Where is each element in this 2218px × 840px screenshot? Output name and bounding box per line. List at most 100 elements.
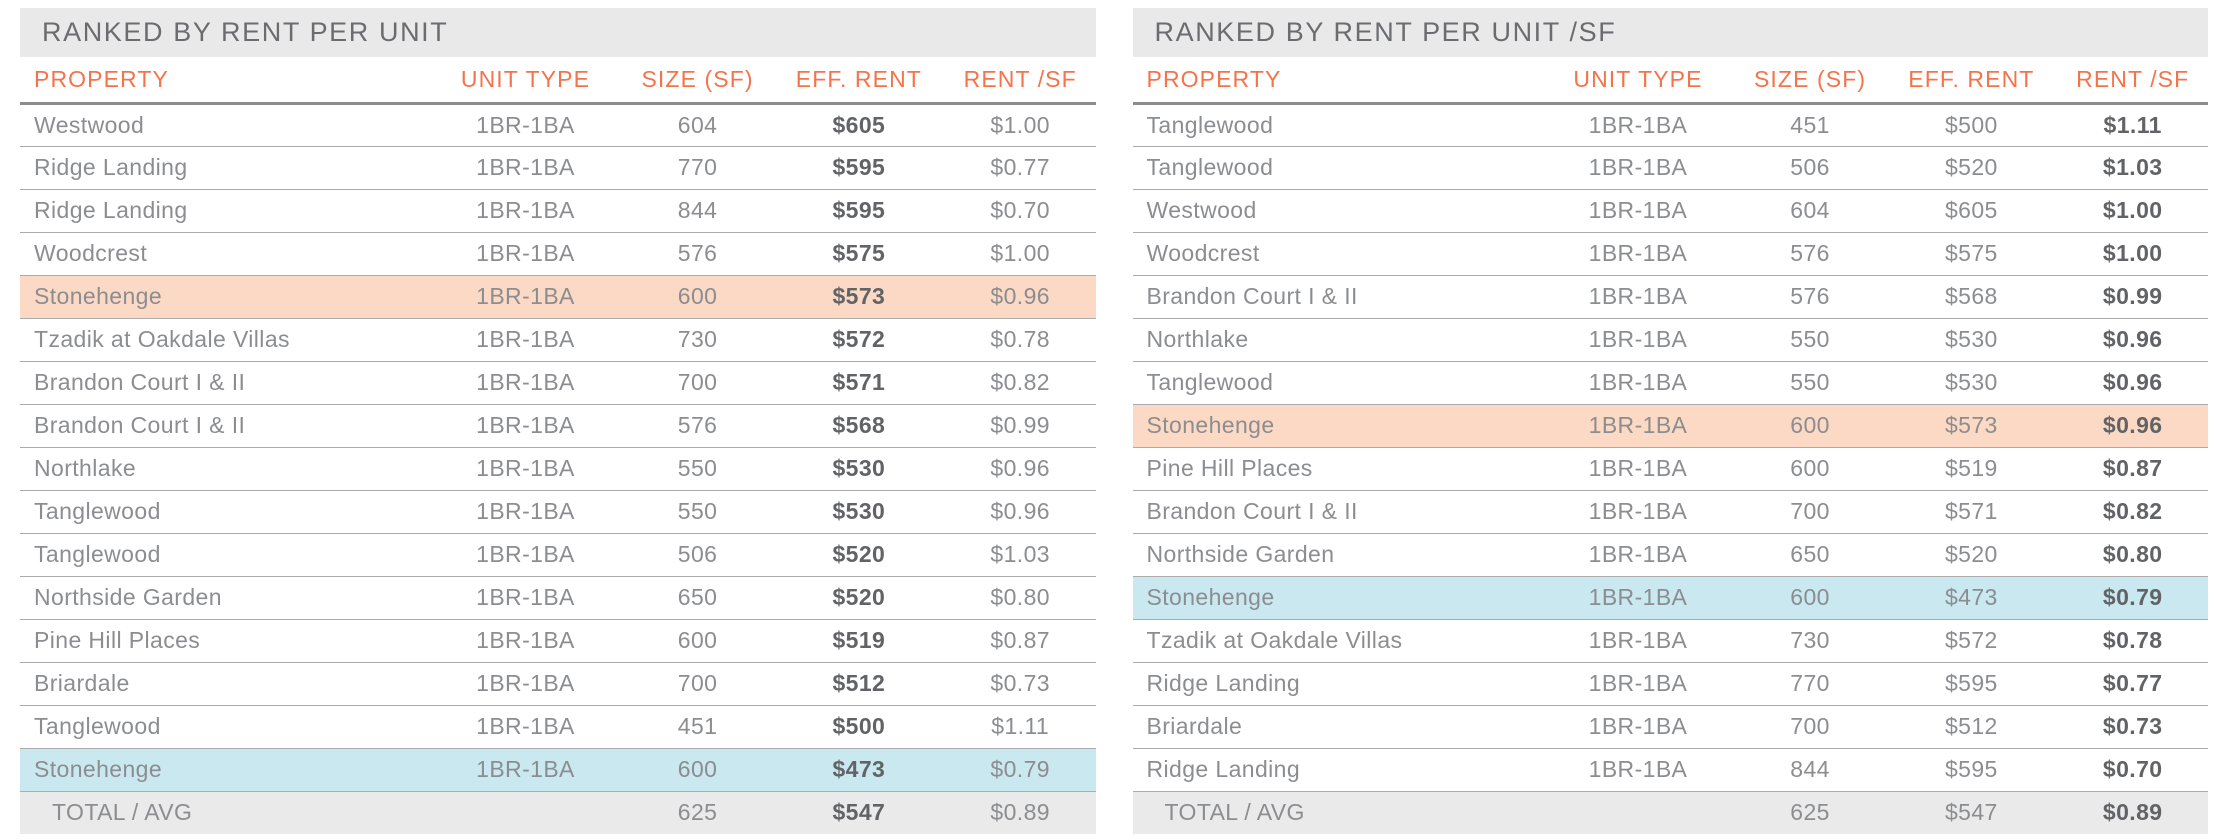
unit-type-cell: 1BR-1BA bbox=[428, 404, 623, 448]
property-cell: Northlake bbox=[20, 447, 429, 491]
table-row: Northlake 1BR-1BA 550 $530 $0.96 bbox=[1132, 318, 2208, 362]
table-row: Ridge Landing 1BR-1BA 844 $595 $0.70 bbox=[1132, 748, 2208, 792]
eff-rent-cell: $500 bbox=[772, 705, 945, 749]
rent-sf-cell: $0.99 bbox=[2057, 275, 2208, 319]
eff-rent-cell: $473 bbox=[1885, 576, 2058, 620]
size-cell: 600 bbox=[622, 275, 773, 319]
property-cell: Tanglewood bbox=[1132, 103, 1542, 147]
table-row: Ridge Landing 1BR-1BA 844 $595 $0.70 bbox=[20, 189, 1096, 233]
table-row: Stonehenge 1BR-1BA 600 $573 $0.96 bbox=[20, 275, 1096, 319]
rent-sf-cell: $1.00 bbox=[944, 103, 1096, 147]
column-header-property: PROPERTY bbox=[20, 57, 429, 105]
eff-rent-cell: $520 bbox=[1885, 533, 2058, 577]
rent-sf-cell: $0.96 bbox=[2057, 361, 2208, 405]
property-cell: Tanglewood bbox=[20, 533, 429, 577]
table-row: Westwood 1BR-1BA 604 $605 $1.00 bbox=[1132, 189, 2208, 233]
unit-type-cell: 1BR-1BA bbox=[1541, 447, 1735, 491]
table-row: Tzadik at Oakdale Villas 1BR-1BA 730 $572 $0… bbox=[1132, 619, 2208, 663]
column-header-rent_sf: RENT /SF bbox=[2057, 57, 2208, 105]
property-cell: Stonehenge bbox=[20, 748, 429, 792]
table-row: Brandon Court I & II 1BR-1BA 700 $571 $0.82 bbox=[1132, 490, 2208, 534]
rent-sf-cell: $0.79 bbox=[2057, 576, 2208, 620]
unit-type-cell: 1BR-1BA bbox=[428, 490, 623, 534]
eff-rent-cell: $547 bbox=[772, 791, 945, 834]
unit-type-cell: 1BR-1BA bbox=[428, 576, 623, 620]
unit-type-cell: 1BR-1BA bbox=[1541, 232, 1735, 276]
size-cell: 650 bbox=[1734, 533, 1886, 577]
table-row: Brandon Court I & II 1BR-1BA 576 $568 $0.99 bbox=[1132, 275, 2208, 319]
unit-type-cell: 1BR-1BA bbox=[1541, 103, 1735, 147]
rent-sf-cell: $0.80 bbox=[2057, 533, 2208, 577]
table-row: Ridge Landing 1BR-1BA 770 $595 $0.77 bbox=[20, 146, 1096, 190]
property-cell: TOTAL / AVG bbox=[1132, 791, 1542, 834]
property-cell: Tanglewood bbox=[20, 490, 429, 534]
table-row: Woodcrest 1BR-1BA 576 $575 $1.00 bbox=[20, 232, 1096, 276]
rent-sf-cell: $0.99 bbox=[944, 404, 1096, 448]
size-cell: 576 bbox=[1734, 275, 1886, 319]
property-cell: Pine Hill Places bbox=[1132, 447, 1542, 491]
table-rent-per-unit: RANKED BY RENT PER UNIT PROPERTY UNIT TYP… bbox=[20, 8, 1096, 834]
unit-type-cell: 1BR-1BA bbox=[1541, 318, 1735, 362]
unit-type-cell: 1BR-1BA bbox=[428, 533, 623, 577]
table-row: Tanglewood 1BR-1BA 506 $520 $1.03 bbox=[1132, 146, 2208, 190]
size-cell: 625 bbox=[622, 791, 773, 834]
column-header-eff_rent: EFF. RENT bbox=[1885, 57, 2058, 105]
rent-sf-cell: $0.79 bbox=[944, 748, 1096, 792]
size-cell: 844 bbox=[1734, 748, 1886, 792]
unit-type-cell: 1BR-1BA bbox=[1541, 361, 1735, 405]
rank-table: PROPERTY UNIT TYPE SIZE (SF) EFF. RENT RENT … bbox=[20, 57, 1096, 834]
property-cell: Briardale bbox=[20, 662, 429, 706]
column-header-property: PROPERTY bbox=[1132, 57, 1542, 105]
rent-sf-cell: $0.96 bbox=[944, 447, 1096, 491]
property-cell: Stonehenge bbox=[20, 275, 429, 319]
table-row: Brandon Court I & II 1BR-1BA 576 $568 $0.99 bbox=[20, 404, 1096, 448]
rent-sf-cell: $1.00 bbox=[2057, 189, 2208, 233]
column-header-unit_type: UNIT TYPE bbox=[428, 57, 623, 105]
column-header-size: SIZE (SF) bbox=[1734, 57, 1886, 105]
total-row: TOTAL / AVG 625 $547 $0.89 bbox=[1132, 791, 2208, 834]
unit-type-cell: 1BR-1BA bbox=[428, 361, 623, 405]
eff-rent-cell: $512 bbox=[772, 662, 945, 706]
eff-rent-cell: $595 bbox=[772, 189, 945, 233]
eff-rent-cell: $595 bbox=[1885, 748, 2058, 792]
column-header-row: PROPERTY UNIT TYPE SIZE (SF) EFF. RENT RENT … bbox=[20, 57, 1096, 105]
eff-rent-cell: $605 bbox=[1885, 189, 2058, 233]
unit-type-cell bbox=[1541, 791, 1735, 834]
table-row: Woodcrest 1BR-1BA 576 $575 $1.00 bbox=[1132, 232, 2208, 276]
unit-type-cell: 1BR-1BA bbox=[428, 447, 623, 491]
unit-type-cell: 1BR-1BA bbox=[428, 232, 623, 276]
size-cell: 700 bbox=[1734, 705, 1886, 749]
rent-sf-cell: $1.00 bbox=[2057, 232, 2208, 276]
size-cell: 700 bbox=[622, 662, 773, 706]
eff-rent-cell: $520 bbox=[772, 533, 945, 577]
eff-rent-cell: $573 bbox=[1885, 404, 2058, 448]
property-cell: Northside Garden bbox=[1132, 533, 1542, 577]
eff-rent-cell: $575 bbox=[1885, 232, 2058, 276]
rent-sf-cell: $0.87 bbox=[944, 619, 1096, 663]
rent-sf-cell: $0.73 bbox=[944, 662, 1096, 706]
property-cell: Ridge Landing bbox=[20, 189, 429, 233]
column-header-size: SIZE (SF) bbox=[622, 57, 773, 105]
rent-sf-cell: $0.70 bbox=[2057, 748, 2208, 792]
eff-rent-cell: $500 bbox=[1885, 103, 2058, 147]
size-cell: 625 bbox=[1734, 791, 1886, 834]
property-cell: Westwood bbox=[20, 103, 429, 147]
unit-type-cell: 1BR-1BA bbox=[428, 189, 623, 233]
table-title: RANKED BY RENT PER UNIT /SF bbox=[1132, 8, 2208, 57]
property-cell: Pine Hill Places bbox=[20, 619, 429, 663]
rent-sf-cell: $0.82 bbox=[944, 361, 1096, 405]
table-row: Stonehenge 1BR-1BA 600 $573 $0.96 bbox=[1132, 404, 2208, 448]
eff-rent-cell: $530 bbox=[1885, 361, 2058, 405]
unit-type-cell: 1BR-1BA bbox=[1541, 189, 1735, 233]
rent-sf-cell: $0.87 bbox=[2057, 447, 2208, 491]
table-row: Briardale 1BR-1BA 700 $512 $0.73 bbox=[20, 662, 1096, 706]
eff-rent-cell: $547 bbox=[1885, 791, 2058, 834]
property-cell: Brandon Court I & II bbox=[1132, 275, 1542, 319]
rank-table: PROPERTY UNIT TYPE SIZE (SF) EFF. RENT RENT … bbox=[1132, 57, 2208, 834]
size-cell: 700 bbox=[622, 361, 773, 405]
property-cell: TOTAL / AVG bbox=[20, 791, 429, 834]
rent-sf-cell: $1.03 bbox=[944, 533, 1096, 577]
rent-sf-cell: $0.77 bbox=[2057, 662, 2208, 706]
table-row: Westwood 1BR-1BA 604 $605 $1.00 bbox=[20, 103, 1096, 147]
size-cell: 650 bbox=[622, 576, 773, 620]
